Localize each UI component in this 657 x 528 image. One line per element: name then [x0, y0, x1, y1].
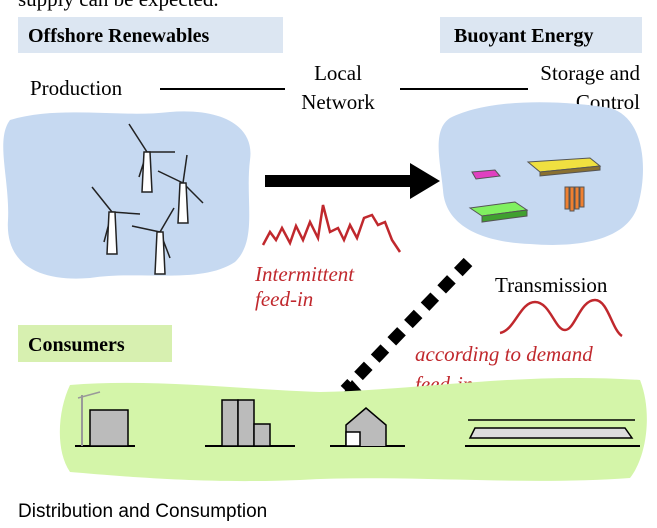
header: Buoyant Energy — [454, 25, 593, 47]
intermittent-curve — [263, 205, 400, 252]
label: according to demand — [415, 342, 593, 366]
arrow — [265, 163, 440, 199]
header: Offshore Renewables — [28, 25, 209, 47]
label: feed-in — [255, 287, 313, 311]
label: Production — [30, 76, 123, 100]
label: Distribution and Consumption — [18, 501, 267, 522]
header: Consumers — [28, 334, 125, 356]
label: Storage and — [540, 61, 640, 85]
label: Intermittent — [254, 262, 355, 286]
sea-area — [3, 111, 250, 278]
dotted-arrow — [345, 262, 468, 390]
label: Local — [314, 61, 362, 85]
demand-curve — [500, 300, 622, 336]
diagram: supply can be expected. Offshore Renewab… — [0, 0, 657, 528]
label: Transmission — [495, 273, 608, 297]
label: Network — [301, 90, 375, 114]
top-caption: supply can be expected. — [18, 0, 219, 11]
